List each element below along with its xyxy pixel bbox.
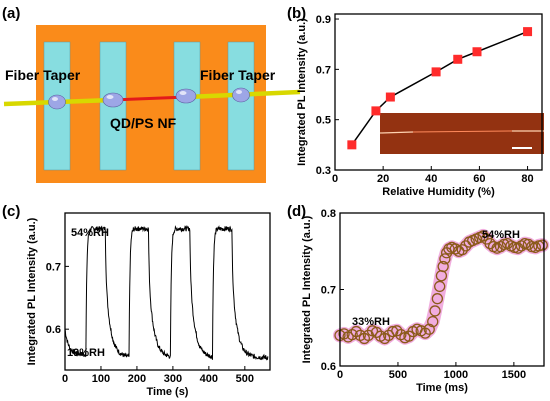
panel-b-data-point [523, 27, 533, 37]
panel-b-data-point [371, 106, 381, 116]
b-y-tick-label: 0.9 [316, 14, 331, 26]
panel-c-letter: (c) [2, 203, 20, 220]
panel-d-frame [339, 212, 545, 367]
c-x-tick-label: 400 [200, 373, 218, 385]
panel-d-data-point [350, 325, 362, 338]
panel-c-x-axis-title: Time (s) [147, 386, 189, 398]
pad-3 [173, 41, 201, 171]
b-x-tick-label: 20 [377, 173, 389, 185]
panel-d-letter: (d) [287, 203, 306, 220]
panel-d-data-point [434, 280, 446, 293]
bead-highlight-3 [179, 91, 187, 95]
coupling-bead-2 [102, 92, 124, 108]
panel-d-data-point [431, 293, 444, 305]
panel-b-ticks: 0 20 40 60 80 0.3 0.5 0.7 0.9 [316, 14, 534, 185]
microscope-inset [379, 113, 544, 154]
panel-c-low-annotation: 19%RH [67, 347, 105, 359]
panel-d-data-point [437, 260, 449, 273]
coupling-bead-3 [175, 88, 197, 104]
panel-b-data-point [385, 92, 395, 102]
panel-c-y-axis-title: Integrated PL Intensity (a.u.) [26, 217, 38, 365]
c-x-tick-label: 300 [164, 373, 182, 385]
pad-4 [227, 41, 255, 171]
panel-b-data-point [472, 47, 482, 57]
d-x-tick-label: 1000 [444, 369, 468, 381]
panel-d-markers [334, 230, 548, 345]
panel-b-data-point [431, 67, 441, 77]
c-y-tick-label: 0.6 [46, 324, 61, 336]
panel-b-data-point [453, 54, 463, 64]
panel-c-ticks: 0 100 200 300 400 500 0.6 0.7 [46, 261, 254, 385]
panel-d-data-point [419, 327, 431, 339]
c-y-tick-label: 0.7 [46, 261, 61, 273]
panel-b-letter: (b) [287, 5, 306, 22]
panel-d-data-point [427, 315, 439, 328]
panel-c-high-annotation: 54%RH [71, 227, 109, 239]
panel-c: (c) 0 100 200 300 400 500 0.6 0.7 54%RH 19%RH T… [2, 203, 271, 398]
coupling-bead-1 [48, 94, 66, 110]
panel-b: (b) 0 20 40 60 80 0.3 0.5 0.7 0.9 Relative Humid… [287, 5, 544, 198]
panel-b-x-axis-title: Relative Humidity (%) [382, 186, 495, 198]
b-y-tick-label: 0.5 [316, 115, 331, 127]
fiber-taper-right-label: Fiber Taper [200, 67, 276, 83]
d-x-tick-label: 1500 [502, 369, 526, 381]
c-x-tick-label: 100 [92, 373, 110, 385]
panel-d-data-point [536, 239, 548, 251]
panel-d-low-annotation: 33%RH [352, 316, 390, 328]
bead-highlight-2 [106, 95, 114, 99]
d-y-tick-label: 0.7 [321, 285, 336, 297]
b-y-tick-label: 0.3 [316, 165, 331, 177]
panel-c-frame [64, 212, 271, 371]
panel-a: (a) Fiber Taper Fiber Taper QD/PS NF [2, 5, 301, 183]
panel-d-data-point [429, 305, 441, 317]
b-x-tick-label: 60 [473, 173, 485, 185]
b-x-tick-label: 40 [425, 173, 437, 185]
panel-b-y-axis-title: Integrated PL Intensity (a.u.) [296, 18, 308, 166]
panel-b-markers [347, 27, 533, 150]
c-x-tick-label: 200 [128, 373, 146, 385]
panel-d-data-point [370, 326, 383, 338]
panel-d: (d) 0 500 1000 1500 0.6 0.7 0.8 33%RH 54%RH Ti… [287, 203, 550, 394]
b-x-tick-label: 0 [332, 173, 338, 185]
panel-b-data-point [347, 140, 357, 150]
inset-fiber-left [379, 131, 414, 134]
panel-d-data-point [460, 240, 472, 252]
panel-a-letter: (a) [2, 5, 20, 22]
b-y-tick-label: 0.7 [316, 64, 331, 76]
panel-d-data-point [477, 230, 489, 242]
panel-c-trace [64, 225, 269, 361]
bead-highlight-1 [52, 97, 58, 101]
c-x-tick-label: 0 [62, 373, 68, 385]
qd-ps-nanofiber [111, 95, 188, 102]
panel-d-y-axis-title: Integrated PL Intensity (a.u.) [301, 215, 313, 363]
coupling-bead-4 [232, 87, 250, 103]
b-x-tick-label: 80 [521, 173, 533, 185]
substrate [36, 25, 266, 183]
d-x-tick-label: 0 [337, 369, 343, 381]
panel-d-data-point [439, 253, 451, 265]
panel-d-data-point [456, 244, 468, 256]
panel-d-x-axis-title: Time (ms) [416, 382, 468, 394]
fiber-taper-left-label: Fiber Taper [5, 67, 81, 83]
nanofiber-label: QD/PS NF [110, 115, 177, 131]
d-y-tick-label: 0.6 [321, 361, 336, 373]
panel-d-data-point [391, 325, 403, 337]
panel-d-high-annotation: 54%RH [482, 229, 520, 241]
panel-d-ticks: 0 500 1000 1500 0.6 0.7 0.8 [321, 208, 526, 381]
inset-nanofiber [412, 130, 513, 133]
c-x-tick-label: 500 [236, 373, 254, 385]
d-y-tick-label: 0.8 [321, 208, 336, 220]
panel-b-frame [334, 13, 543, 171]
bead-highlight-4 [236, 90, 242, 94]
d-x-tick-label: 500 [389, 369, 407, 381]
